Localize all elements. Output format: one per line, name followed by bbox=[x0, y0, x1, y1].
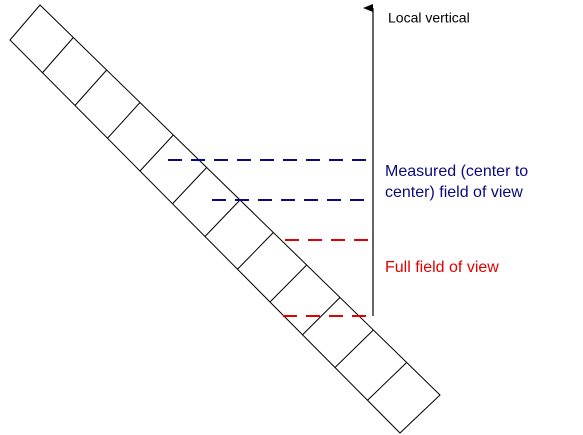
cell-divider bbox=[74, 69, 108, 106]
full-label: Full field of view bbox=[385, 259, 499, 276]
cell-divider bbox=[237, 232, 274, 270]
cell-divider bbox=[334, 329, 374, 368]
measured-label-1: Measured (center to bbox=[385, 163, 528, 180]
cell-divider bbox=[42, 37, 74, 74]
cell-divider bbox=[139, 134, 174, 172]
measured-label-2: center) field of view bbox=[385, 184, 523, 201]
cell-divider bbox=[367, 362, 408, 401]
cell-divider bbox=[302, 297, 341, 336]
cell-divider bbox=[172, 167, 208, 205]
vertical-label: Local vertical bbox=[388, 10, 470, 26]
detector-strip bbox=[9, 4, 441, 434]
cell-divider bbox=[269, 264, 308, 303]
cell-divider bbox=[107, 102, 141, 139]
cell-divider bbox=[204, 199, 241, 237]
strip-outline bbox=[9, 4, 441, 434]
